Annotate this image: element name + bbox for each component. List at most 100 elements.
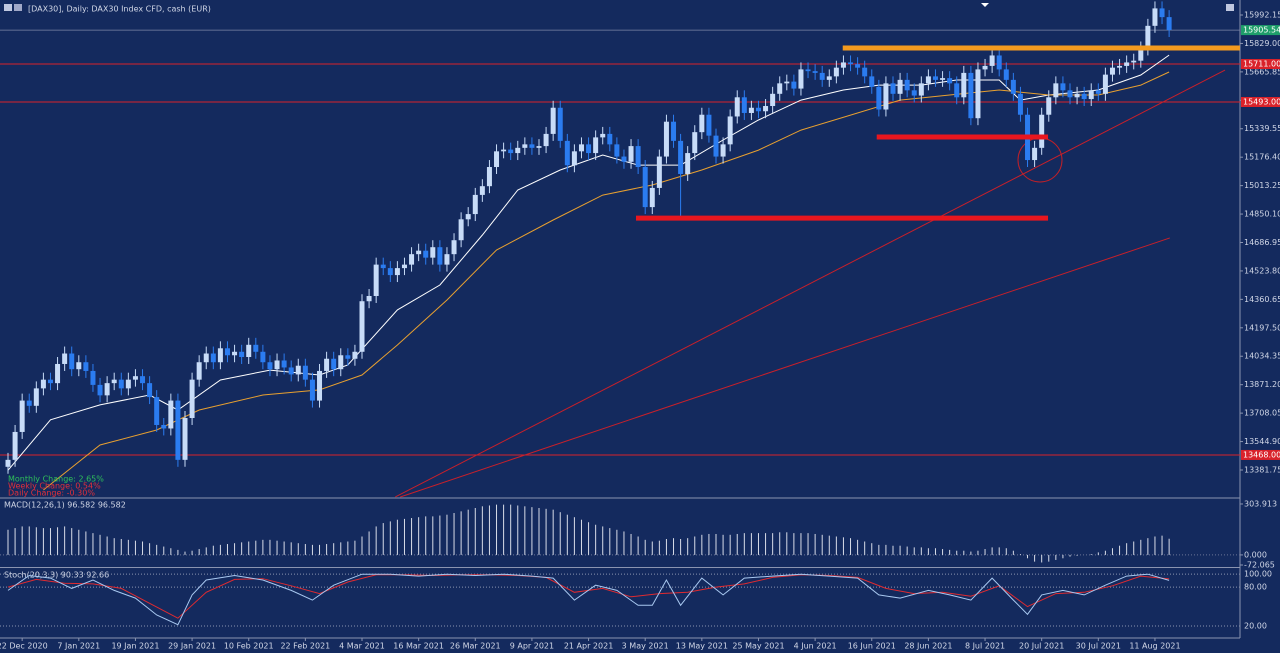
y-tick-label: 13871.20 [1244, 380, 1280, 389]
y-tick-label: 14523.80 [1244, 266, 1280, 275]
candle-body [1003, 69, 1009, 80]
candle-body [90, 370, 96, 385]
candle-body [755, 107, 761, 112]
candle-body [550, 107, 556, 134]
x-tick-label: 19 Jan 2021 [111, 642, 159, 651]
candle-body [607, 133, 613, 145]
level-label: 15493.00 [1243, 98, 1280, 107]
candle-body [1010, 79, 1016, 94]
candle-body [1053, 83, 1059, 98]
candle-body [656, 156, 662, 188]
candle-body [295, 365, 301, 375]
candle-body [26, 400, 32, 406]
x-tick-label: 3 May 2021 [622, 642, 669, 651]
y-tick-label: 15829.00 [1244, 39, 1280, 48]
candle-body [897, 79, 903, 94]
candle-body [1131, 60, 1137, 63]
candle-body [706, 114, 712, 136]
candle-body [1124, 62, 1130, 66]
candle-body [154, 397, 160, 425]
candle-body [444, 254, 450, 265]
candle-body [409, 254, 415, 265]
candle-body [97, 384, 103, 396]
candle-body [260, 351, 266, 363]
candle-body [925, 76, 931, 84]
stoch-y-tick-label: 100.00 [1244, 570, 1272, 579]
candle-body [373, 264, 379, 296]
x-tick-label: 25 May 2021 [732, 642, 784, 651]
candle-body [423, 250, 429, 258]
candle-body [635, 146, 641, 168]
candle-body [536, 146, 542, 148]
candle-body [1060, 83, 1066, 91]
candle-body [125, 379, 131, 389]
candle-body [288, 367, 294, 375]
candle-body [1088, 90, 1094, 100]
candle-body [430, 247, 436, 258]
candle-body [5, 459, 11, 467]
moving-average [7, 54, 1170, 471]
candle-body [805, 69, 811, 72]
level-label-box [1241, 449, 1280, 460]
candle-body [416, 250, 422, 255]
candle-body [593, 137, 599, 154]
stoch-y-tick-label: 20.00 [1244, 621, 1267, 630]
x-tick-label: 4 Jun 2021 [794, 642, 837, 651]
candle-body [47, 379, 53, 384]
level-label: 15711.00 [1243, 60, 1280, 69]
candle-body [649, 187, 655, 208]
candle-body [791, 81, 797, 89]
candle-body [940, 78, 946, 80]
macd-label: MACD(12,26,1) 96.582 96.582 [4, 501, 126, 510]
candle-body [890, 83, 896, 94]
change-label: Monthly Change: 2.65% [8, 475, 104, 484]
candle-body [394, 268, 400, 276]
trend-line [395, 69, 1226, 498]
candle-body [876, 86, 882, 110]
candle-body [324, 358, 330, 371]
y-tick-label: 15339.55 [1244, 124, 1280, 133]
candle-body [359, 301, 365, 352]
candle-body [727, 116, 733, 145]
candle-body [1109, 67, 1115, 75]
candle-body [947, 78, 953, 84]
candle-body [309, 379, 315, 401]
candle-body [826, 76, 832, 80]
flag-icon [1226, 4, 1234, 11]
x-tick-label: 10 Feb 2021 [224, 642, 274, 651]
x-tick-label: 28 Jun 2021 [904, 642, 952, 651]
candle-body [628, 146, 634, 162]
candle-body [571, 151, 577, 166]
y-tick-label: 14360.65 [1244, 295, 1280, 304]
x-tick-label: 16 Jun 2021 [848, 642, 896, 651]
candle-body [918, 83, 924, 96]
candle-body [132, 376, 138, 380]
candle-body [1159, 8, 1165, 18]
x-tick-label: 8 Jul 2021 [965, 642, 1005, 651]
candle-body [161, 424, 167, 429]
candle-body [671, 121, 677, 141]
candle-body [1166, 17, 1172, 31]
candle-body [1067, 90, 1073, 98]
candle-body [203, 353, 209, 363]
candle-body [338, 355, 344, 370]
candle-body [1032, 147, 1038, 161]
level-label-box [1241, 97, 1280, 108]
y-tick-label: 13708.05 [1244, 409, 1280, 418]
candle-body [564, 140, 570, 166]
candle-body [19, 400, 25, 432]
candle-body [819, 72, 825, 80]
level-label: 13468.00 [1243, 450, 1280, 459]
candle-body [465, 214, 471, 220]
candle-body [848, 62, 854, 65]
stoch-label: Stoch(20,3,3) 90.33 92.66 [4, 571, 109, 580]
candle-body [196, 362, 202, 380]
candle-body [1046, 97, 1052, 115]
candle-body [494, 151, 500, 168]
x-tick-label: 21 Apr 2021 [564, 642, 613, 651]
candle-body [600, 133, 606, 138]
x-tick-label: 29 Jan 2021 [168, 642, 216, 651]
candle-body [76, 362, 82, 370]
y-tick-label: 15176.40 [1244, 153, 1280, 162]
